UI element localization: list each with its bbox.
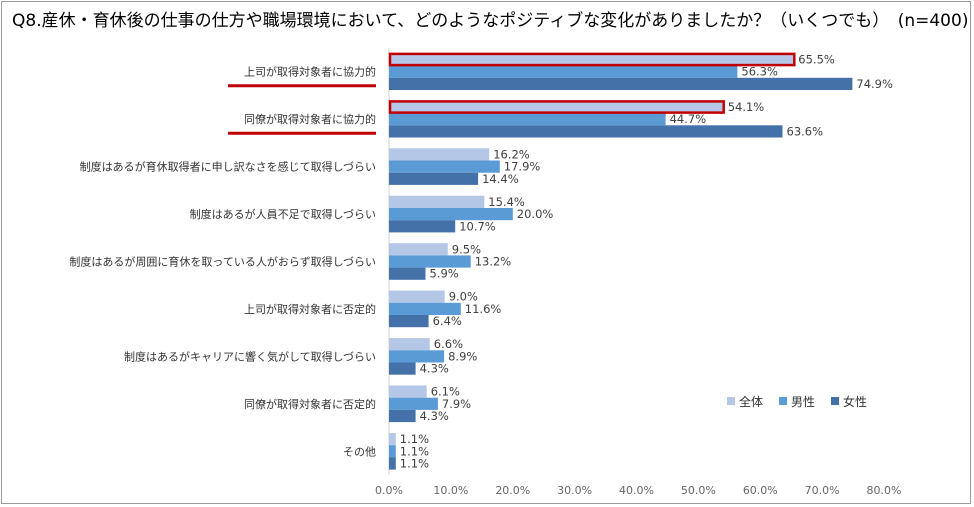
data-label: 11.6% (465, 302, 502, 316)
bar (389, 433, 396, 446)
legend-swatch (831, 397, 839, 405)
data-label: 8.9% (448, 349, 477, 363)
category-labels-layer: 上司が取得対象者に協力的同僚が取得対象者に協力的制度はあるが育休取得者に申し訳な… (69, 65, 376, 458)
legend: 全体 男性 女性 (727, 394, 867, 409)
data-label: 16.2% (493, 147, 530, 161)
data-label: 44.7% (670, 112, 707, 126)
bar (389, 255, 471, 268)
legend-swatch (779, 397, 787, 405)
data-label: 4.3% (420, 362, 449, 376)
bars-layer (388, 52, 853, 470)
data-label: 63.6% (787, 124, 824, 138)
category-label: 制度はあるが周囲に育休を取っている人がおらず取得しづらい (69, 255, 376, 269)
data-label: 7.9% (442, 397, 471, 411)
data-label: 13.2% (475, 255, 512, 269)
chart-title: Q8.産休・育休後の仕事の仕方や職場環境において、どのようなポジティブな変化があ… (12, 11, 969, 31)
bar (389, 160, 500, 173)
category-label: 制度はあるがキャリアに響く気がして取得しづらい (124, 349, 376, 363)
bar (389, 338, 430, 351)
data-label: 74.9% (856, 77, 893, 91)
data-label: 6.6% (434, 337, 463, 351)
data-label: 9.0% (449, 290, 478, 304)
data-label: 65.5% (798, 53, 835, 67)
bar (389, 267, 426, 280)
bar (389, 65, 738, 78)
data-label: 17.9% (504, 160, 541, 174)
data-label: 6.4% (433, 314, 462, 328)
bar (389, 113, 666, 126)
bar (389, 77, 853, 90)
x-tick-label: 40.0% (619, 484, 654, 497)
bar (389, 208, 513, 221)
x-tick-label: 80.0% (867, 484, 902, 497)
highlight-box (388, 100, 725, 114)
data-label: 9.5% (452, 242, 481, 256)
category-label: 上司が取得対象者に協力的 (244, 65, 376, 79)
data-label: 10.7% (459, 219, 496, 233)
bar (389, 457, 396, 470)
legend-label: 全体 (739, 394, 763, 409)
legend-swatch (727, 397, 735, 405)
x-tick-labels-layer: 0.0% 10.0% 20.0% 30.0% 40.0% 50.0% 60.0% 70.0% 8… (375, 484, 901, 497)
x-tick-label: 70.0% (805, 484, 840, 497)
category-label: その他 (343, 445, 376, 458)
data-label: 6.1% (431, 385, 460, 399)
legend-label: 女性 (843, 394, 867, 409)
data-label: 54.1% (728, 100, 765, 114)
bar (389, 362, 416, 375)
data-labels-layer: 65.5% 56.3% 74.9% 54.1% 44.7% 63.6% 16.2%17.9%… (400, 53, 893, 471)
bar (389, 350, 445, 363)
x-tick-label: 10.0% (433, 484, 468, 497)
data-label: 1.1% (400, 457, 429, 471)
bar (389, 53, 795, 66)
highlight-box (388, 52, 796, 67)
bar (389, 220, 456, 233)
category-label: 同僚が取得対象者に否定的 (244, 397, 376, 411)
data-label: 15.4% (488, 195, 525, 209)
bar (389, 172, 479, 185)
bar (389, 385, 427, 398)
data-label: 4.3% (420, 409, 449, 423)
legend-label: 男性 (791, 395, 815, 409)
x-tick-label: 30.0% (557, 484, 592, 497)
data-label: 5.9% (430, 267, 459, 281)
bar (389, 148, 490, 161)
data-label: 14.4% (482, 172, 519, 186)
data-label: 20.0% (517, 207, 554, 221)
data-label: 1.1% (400, 444, 429, 458)
bar (389, 409, 416, 423)
category-label: 制度はあるが育休取得者に申し訳なさを感じて取得しづらい (80, 160, 376, 174)
bar (389, 243, 448, 256)
bar (389, 195, 485, 208)
category-label: 制度はあるが人員不足で取得しづらい (190, 207, 376, 221)
bar (389, 290, 445, 303)
bar (389, 397, 438, 410)
bar (389, 445, 396, 458)
bar (389, 125, 783, 138)
bar (389, 302, 461, 315)
data-label: 1.1% (400, 432, 429, 446)
bar (389, 100, 724, 114)
category-label: 上司が取得対象者に否定的 (244, 302, 376, 316)
x-tick-label: 60.0% (743, 484, 778, 497)
x-tick-label: 20.0% (495, 484, 530, 497)
x-tick-label: 50.0% (681, 484, 716, 497)
bar (389, 315, 429, 328)
x-tick-label: 0.0% (375, 484, 403, 497)
category-label: 同僚が取得対象者に協力的 (244, 112, 376, 126)
data-label: 56.3% (741, 65, 778, 79)
